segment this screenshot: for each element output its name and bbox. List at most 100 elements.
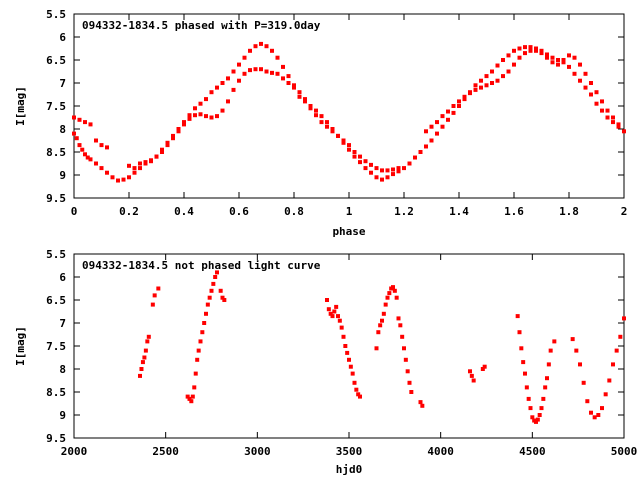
data-point [319,120,324,125]
y-tick-label: 6.5 [46,294,66,307]
data-point [545,52,549,57]
data-point [391,285,395,290]
data-point [556,58,560,62]
data-point [407,380,412,385]
x-tick-label: 1.2 [394,205,414,218]
data-point [190,394,195,399]
data-point [605,108,610,113]
data-point [343,344,348,348]
data-point [468,91,472,96]
data-point [345,350,350,355]
data-point [341,334,346,339]
data-point [80,147,85,152]
data-point [435,120,439,125]
data-point [253,44,258,49]
data-point [193,371,198,376]
data-point [611,120,615,125]
x-tick-label: 0.6 [229,205,249,218]
data-point [132,170,137,175]
data-point [572,55,577,60]
data-point [457,99,461,104]
data-point [171,133,175,138]
data-point [440,124,445,129]
data-point [292,85,296,90]
y-tick-label: 8 [59,123,66,136]
data-point [218,288,223,293]
data-point [352,150,357,154]
data-point [614,348,619,353]
x-tick-label: 0 [71,205,78,218]
data-point [495,63,500,68]
data-point [83,152,87,157]
data-point [253,67,258,72]
data-point [556,62,560,67]
data-point [182,122,186,127]
data-point [211,281,216,286]
data-point [193,113,197,118]
data-point [622,129,626,134]
data-point [495,78,500,83]
data-point [88,157,93,162]
data-point [420,403,425,408]
y-tick-label: 9.5 [46,432,66,445]
data-point [451,104,456,108]
data-point [138,166,142,171]
data-point [535,417,540,422]
data-point [446,117,450,122]
data-point [539,51,544,56]
data-point [394,295,399,300]
data-point [387,291,392,296]
data-point [222,298,227,302]
data-point [506,69,511,74]
data-point [594,101,599,106]
data-point [380,168,384,173]
data-point [363,166,368,171]
x-tick-label: 1.6 [504,205,524,218]
data-point [517,55,522,60]
x-tick-label: 0.2 [119,205,139,218]
data-point [339,325,344,330]
data-point [127,163,131,168]
data-point [132,166,137,171]
data-point [589,81,593,85]
data-point [215,270,219,275]
data-point [85,155,90,160]
x-axis-title: hjd0 [336,463,363,476]
data-point [424,129,428,134]
data-point [519,346,524,351]
data-point [567,64,571,69]
y-tick-label: 6.5 [46,54,66,67]
data-point [352,154,357,159]
data-point [578,362,582,367]
data-point [396,316,401,321]
data-point [204,114,208,119]
data-point [618,334,623,339]
data-point [402,166,406,171]
y-tick-label: 8 [59,363,66,376]
data-point [138,161,142,166]
data-point [600,108,604,113]
y-axis-title: I[mag] [14,86,27,126]
data-point [182,120,186,125]
data-point [385,175,390,180]
data-point [517,46,522,51]
data-point [270,48,274,53]
data-point [517,330,522,335]
data-point [512,62,516,67]
data-point [574,348,579,353]
data-point [308,104,313,108]
data-point [572,71,577,76]
data-point [484,83,489,88]
data-point [585,399,590,404]
data-point [490,81,494,85]
data-point [524,385,529,390]
data-point [242,55,247,60]
data-point [352,380,357,385]
data-point [616,122,621,127]
data-point [570,337,575,342]
data-point [550,55,555,60]
data-point [605,115,610,120]
data-point [142,355,147,360]
data-point [622,316,626,321]
